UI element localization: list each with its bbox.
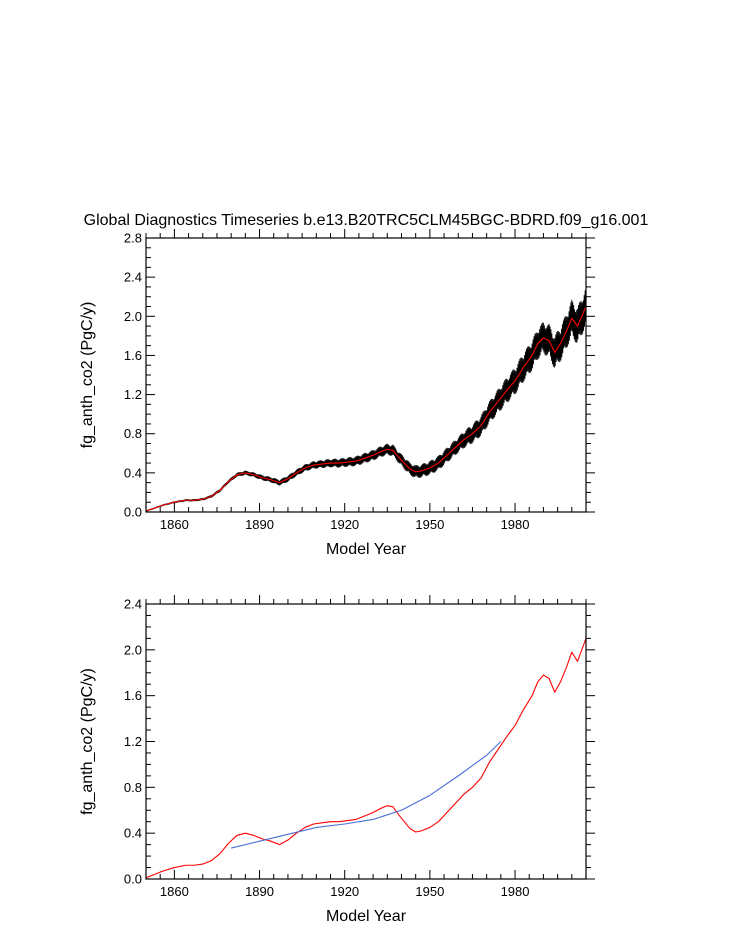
x-tick-label: 1950 [415, 884, 444, 899]
series-line-annual-mean [145, 638, 587, 879]
y-tick-label: 1.6 [124, 688, 142, 703]
y-tick-label: 2.4 [124, 597, 142, 612]
top-plot-frame [145, 237, 587, 513]
y-tick-label: 0.0 [124, 505, 142, 520]
bottom-x-tick-labels: 1860 1890 1920 1950 1980 [160, 884, 530, 899]
y-tick-label: 2.0 [124, 309, 142, 324]
y-tick-label: 2.0 [124, 642, 142, 657]
top-tick-marks [145, 229, 595, 513]
y-tick-label: 0.8 [124, 780, 142, 795]
series-line-monthly [145, 287, 587, 512]
y-tick-label: 2.8 [124, 231, 142, 246]
bottom-tick-marks [145, 595, 595, 880]
top-x-axis-title: Model Year [326, 541, 407, 558]
x-tick-label: 1890 [245, 884, 274, 899]
top-panel: 0.0 0.4 0.8 1.2 1.6 2.0 2.4 2.8 1860 1890 1920 195… [79, 229, 595, 558]
bottom-y-tick-labels: 0.0 0.4 0.8 1.2 1.6 2.0 2.4 [124, 597, 142, 887]
y-tick-label: 0.8 [124, 426, 142, 441]
bottom-series-group [145, 638, 587, 879]
bottom-panel: 0.0 0.4 0.8 1.2 1.6 2.0 2.4 1860 1890 1920 1950 19… [79, 595, 595, 925]
x-tick-label: 1860 [160, 517, 189, 532]
top-y-axis-title: fg_anth_co2 (PgC/y) [79, 302, 96, 449]
series-line-annual-mean [145, 306, 587, 512]
x-tick-label: 1980 [501, 884, 530, 899]
top-y-tick-labels: 0.0 0.4 0.8 1.2 1.6 2.0 2.4 2.8 [124, 231, 142, 520]
x-tick-label: 1920 [330, 884, 359, 899]
x-tick-label: 1890 [245, 517, 274, 532]
top-series-group [145, 287, 587, 512]
bottom-plot-frame [145, 603, 587, 880]
x-tick-label: 1860 [160, 884, 189, 899]
y-tick-label: 0.0 [124, 872, 142, 887]
series-line-long-term-trend [231, 741, 502, 849]
y-tick-label: 1.2 [124, 387, 142, 402]
bottom-x-axis-title: Model Year [326, 908, 407, 925]
y-tick-label: 1.6 [124, 348, 142, 363]
y-tick-label: 0.4 [124, 465, 142, 480]
chart-title: Global Diagnostics Timeseries b.e13.B20T… [84, 212, 649, 229]
y-tick-label: 0.4 [124, 826, 142, 841]
bottom-y-axis-title: fg_anth_co2 (PgC/y) [79, 668, 96, 815]
y-tick-label: 2.4 [124, 270, 142, 285]
top-x-tick-labels: 1860 1890 1920 1950 1980 [160, 517, 530, 532]
x-tick-label: 1920 [330, 517, 359, 532]
x-tick-label: 1980 [501, 517, 530, 532]
y-tick-label: 1.2 [124, 734, 142, 749]
x-tick-label: 1950 [415, 517, 444, 532]
